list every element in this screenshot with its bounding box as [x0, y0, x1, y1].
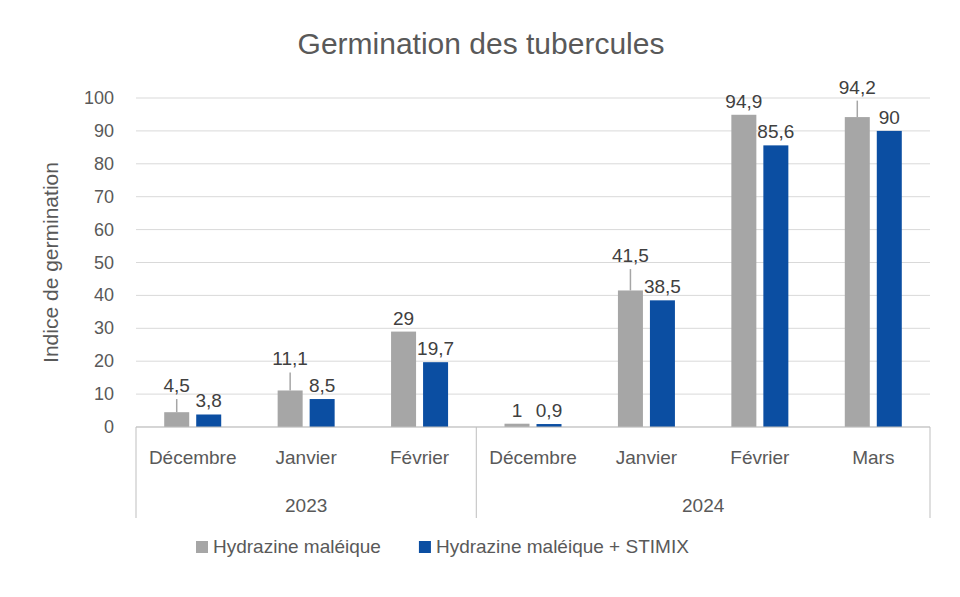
grid-line [136, 394, 930, 395]
y-tick-label: 40 [94, 285, 114, 305]
data-labels: 4,5 11,1 29 1 41,5 94,9 94,2 3,8 8,5 19,7 0,9 38,5 8… [164, 77, 900, 421]
grid-line [136, 328, 930, 329]
x-tick-label: Février [390, 447, 450, 468]
x-group-label: 2023 [285, 495, 327, 516]
legend-label: Hydrazine maléique + STIMIX [436, 536, 689, 557]
x-tick-label: Février [730, 447, 790, 468]
y-tick-label: 100 [84, 88, 114, 108]
x-tick-label: Janvier [276, 447, 338, 468]
grid-line [136, 229, 930, 230]
grid-line [136, 295, 930, 296]
bar [391, 332, 416, 427]
data-label: 3,8 [196, 390, 222, 411]
data-label: 38,5 [644, 276, 681, 297]
bar [164, 412, 189, 427]
error-bar [289, 372, 291, 390]
data-label: 0,9 [536, 400, 562, 421]
grid-line [136, 98, 930, 99]
error-bar [176, 399, 178, 412]
x-tick-label: Décembre [489, 447, 577, 468]
y-axis-label: Indice de germination [39, 162, 62, 363]
group-separator [136, 427, 137, 518]
y-tick-label: 90 [94, 121, 114, 141]
legend-swatch [419, 541, 431, 553]
bar [196, 414, 221, 427]
data-label: 19,7 [417, 338, 454, 359]
title: Germination des tubercules [298, 27, 665, 60]
grid-line [136, 361, 930, 362]
x-tick-label: Décembre [149, 447, 237, 468]
data-label: 41,5 [612, 245, 649, 266]
legend-swatch [196, 541, 208, 553]
y-tick-label: 80 [94, 154, 114, 174]
bar [310, 399, 335, 427]
x-tick-label: Mars [852, 447, 894, 468]
bar [650, 300, 675, 427]
x-tick-label: Janvier [616, 447, 678, 468]
x-axis [136, 427, 930, 428]
bar [731, 115, 756, 427]
x-group-label: 2024 [682, 495, 725, 516]
bar [845, 117, 870, 427]
data-label: 85,6 [757, 121, 794, 142]
grid-line [136, 163, 930, 164]
y-tick-label: 10 [94, 384, 114, 404]
data-label: 11,1 [272, 348, 308, 369]
error-bar [857, 101, 859, 117]
bar [877, 131, 902, 427]
y-tick-label: 70 [94, 187, 114, 207]
grid-line [136, 196, 930, 197]
data-label: 4,5 [164, 375, 190, 396]
y-tick-label: 50 [94, 253, 114, 273]
data-label: 94,9 [725, 91, 762, 112]
y-tick-label: 30 [94, 318, 114, 338]
legend-label: Hydrazine maléique [213, 536, 381, 557]
y-tick-label: 0 [104, 417, 114, 437]
group-separator [930, 427, 931, 518]
bar [278, 390, 303, 427]
data-label: 8,5 [309, 375, 335, 396]
y-tick-label: 60 [94, 220, 114, 240]
legend: Hydrazine maléique Hydrazine maléique + S… [196, 536, 689, 557]
y-tick-label: 20 [94, 351, 114, 371]
bar [618, 290, 643, 427]
bar [423, 362, 448, 427]
bar [763, 145, 788, 427]
grid [136, 98, 930, 427]
grid-line [136, 130, 930, 131]
data-label: 94,2 [839, 77, 876, 98]
data-label: 29 [393, 308, 414, 329]
error-bar [630, 269, 632, 290]
data-label: 90 [879, 107, 900, 128]
grid-line [136, 427, 930, 428]
group-separator [476, 427, 477, 518]
chart: Germination des tubercules Indice de germ… [0, 0, 960, 597]
bars [164, 101, 902, 427]
data-label: 1 [512, 400, 523, 421]
grid-line [136, 262, 930, 263]
